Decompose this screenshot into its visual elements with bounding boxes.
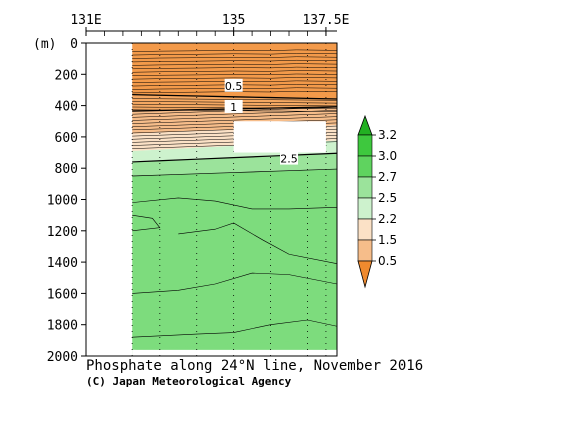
- colorbar-label: 2.5: [378, 191, 397, 205]
- contour-line-lower: [132, 116, 337, 124]
- contour-line-upper: [132, 53, 337, 56]
- contour-line-mid: [132, 98, 337, 101]
- colorbar-label: 1.5: [378, 233, 397, 247]
- x-tick-label: 137.5E: [302, 13, 349, 28]
- contour-line-deep-1: [132, 214, 161, 232]
- contour-line-deep-3: [178, 222, 337, 264]
- colorbar-label: 2.2: [378, 212, 397, 226]
- colorbar-label: 3.0: [378, 149, 397, 163]
- colorbar-segment: [357, 134, 373, 157]
- missing-data-region: [233, 121, 326, 153]
- x-axis: 131E 135 137.5E: [70, 13, 349, 36]
- contour-line-upper: [132, 77, 337, 80]
- credit-text: (C) Japan Meteorological Agency: [86, 375, 292, 388]
- contour-line-lower: [132, 110, 337, 118]
- colorbar-top-arrow: [357, 114, 373, 136]
- fill-bottom-edge: [132, 340, 337, 350]
- no-data-bottom: [132, 349, 337, 356]
- y-tick-label: 1400: [47, 256, 78, 271]
- y-tick-label: 200: [55, 68, 78, 83]
- y-tick-label: 1600: [47, 287, 78, 302]
- contour-line-upper: [132, 63, 337, 66]
- contour-line-deep-4: [132, 272, 337, 294]
- colorbar-segment: [357, 176, 373, 199]
- colorbar: 3.2 3.0 2.7 2.5 2.2 1.5 0.5: [357, 114, 397, 289]
- contour-line-upper: [132, 49, 337, 52]
- colorbar-label: 2.7: [378, 170, 397, 184]
- contour-label-bg: [280, 151, 299, 165]
- contour-line-upper: [132, 70, 337, 73]
- contour-label: 1: [230, 101, 237, 114]
- contour-line-upper: [132, 73, 337, 76]
- chart-title: Phosphate along 24°N line, November 2016: [86, 358, 424, 374]
- colorbar-segment: [357, 239, 373, 262]
- contour-label: 2.5: [280, 153, 298, 166]
- x-tick-label: 135: [222, 13, 245, 28]
- colorbar-segment: [357, 197, 373, 220]
- y-tick-label: 600: [55, 131, 78, 146]
- y-tick-label: 1200: [47, 225, 78, 240]
- contour-label-bg: [224, 99, 243, 113]
- y-unit-label: (m): [33, 37, 56, 52]
- colorbar-label: 3.2: [378, 128, 397, 142]
- contour-line-deep-2: [132, 197, 337, 210]
- contour-line-upper: [132, 56, 337, 59]
- y-tick-label: 2000: [47, 350, 78, 365]
- colorbar-segment: [357, 155, 373, 178]
- y-tick-label: 1800: [47, 319, 78, 334]
- contour-line-0.5: [132, 93, 337, 100]
- x-tick-label: 131E: [70, 13, 101, 28]
- colorbar-bottom-arrow: [357, 260, 373, 289]
- contour-label: 0.5: [225, 80, 243, 93]
- y-tick-label: 1000: [47, 194, 78, 209]
- contour-line-group: [132, 49, 337, 338]
- contour-label-group: 0.5 1 2.5: [224, 78, 299, 166]
- contour-line-lower: [132, 113, 337, 121]
- fill-band-3.0: [132, 169, 337, 356]
- y-tick-label: 800: [55, 162, 78, 177]
- colorbar-label: 0.5: [378, 254, 397, 268]
- contour-line-deep-5: [132, 319, 337, 338]
- no-data-left: [86, 43, 133, 356]
- y-axis: 0 200 400 600 800 1000 1200 1400 1600 1800 2000: [47, 37, 86, 365]
- station-marker-group: [131, 43, 327, 356]
- y-tick-label: 0: [70, 37, 78, 52]
- y-tick-label: 400: [55, 100, 78, 115]
- colorbar-segment: [357, 218, 373, 241]
- contour-label-bg: [224, 78, 243, 92]
